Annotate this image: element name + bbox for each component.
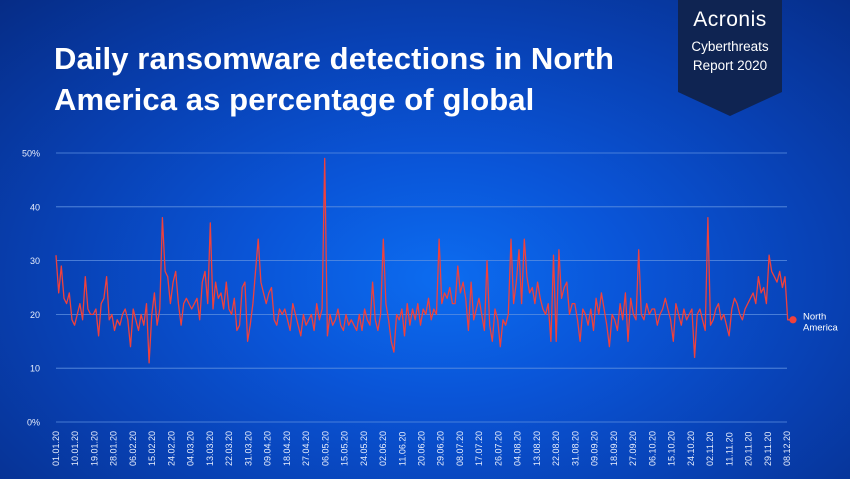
badge-brand-logo: Acronis (693, 8, 767, 31)
badge-line-1: Cyberthreats (691, 39, 769, 54)
x-tick-label: 06.10.20 (647, 431, 657, 466)
x-tick-label: 10.01.20 (70, 431, 80, 466)
x-tick-label: 18.09.20 (609, 431, 619, 466)
x-tick-label: 19.01.20 (89, 431, 99, 466)
x-tick-label: 17.07.20 (474, 431, 484, 466)
x-tick-label: 31.08.20 (570, 431, 580, 466)
x-tick-label: 09.04.20 (263, 431, 273, 466)
series-label-line-1: North (803, 311, 826, 322)
y-axis-ticks: 50% 40 30 20 10 0% (22, 149, 40, 428)
x-tick-label: 11.11.20 (724, 432, 734, 466)
y-tick-label: 0% (27, 418, 40, 428)
y-tick-label: 40 (30, 202, 40, 212)
x-tick-label: 13.03.20 (205, 431, 215, 466)
chart-title: Daily ransomware detections in North Ame… (54, 38, 654, 120)
gridlines (56, 152, 787, 423)
x-tick-label: 09.09.20 (590, 431, 600, 466)
x-tick-label: 02.06.20 (378, 431, 388, 466)
x-tick-label: 31.03.20 (243, 431, 253, 466)
series-end-marker (789, 316, 797, 324)
x-tick-label: 27.04.20 (301, 431, 311, 466)
x-tick-label: 11.06.20 (397, 432, 407, 466)
x-tick-label: 18.04.20 (282, 431, 292, 466)
chart-title-line-1: Daily ransomware detections in North (54, 41, 615, 76)
x-tick-label: 01.01.20 (51, 431, 61, 466)
x-tick-label: 15.02.20 (147, 431, 157, 466)
x-tick-label: 22.08.20 (551, 431, 561, 466)
chart-title-line-2: America as percentage of global (54, 82, 535, 117)
x-tick-label: 28.01.20 (109, 431, 119, 466)
x-tick-label: 24.02.20 (166, 431, 176, 466)
x-tick-label: 13.08.20 (532, 431, 542, 466)
x-tick-label: 26.07.20 (493, 431, 503, 466)
x-tick-label: 20.11.20 (744, 432, 754, 466)
report-badge: Acronis Cyberthreats Report 2020 (678, 0, 782, 116)
y-tick-label: 20 (30, 310, 40, 320)
y-tick-label: 30 (30, 256, 40, 266)
x-tick-label: 02.11.20 (705, 432, 715, 466)
x-tick-label: 15.10.20 (667, 431, 677, 466)
x-tick-label: 06.02.20 (128, 431, 138, 466)
badge-ribbon-shape (678, 0, 782, 116)
series-label-line-2: America (803, 322, 839, 333)
x-tick-label: 29.11.20 (763, 432, 773, 466)
x-tick-label: 24.10.20 (686, 431, 696, 466)
x-tick-label: 08.07.20 (455, 431, 465, 466)
y-tick-label: 10 (30, 364, 40, 374)
x-tick-label: 04.03.20 (186, 431, 196, 466)
x-tick-label: 22.03.20 (224, 431, 234, 466)
x-tick-label: 24.05.20 (359, 431, 369, 466)
x-tick-label: 15.05.20 (340, 431, 350, 466)
x-tick-label: 20.06.20 (417, 431, 427, 466)
x-tick-label: 29.06.20 (436, 431, 446, 466)
series-line-north-america (55, 157, 793, 364)
y-tick-label: 50% (22, 149, 40, 159)
x-tick-label: 27.09.20 (628, 431, 638, 466)
x-tick-label: 04.08.20 (513, 431, 523, 466)
x-axis-ticks: 01.01.20 10.01.20 19.01.20 28.01.20 06.02.20… (51, 431, 792, 466)
x-tick-label: 08.12.20 (782, 431, 792, 466)
x-tick-label: 06.05.20 (320, 431, 330, 466)
badge-line-2: Report 2020 (692, 58, 768, 73)
